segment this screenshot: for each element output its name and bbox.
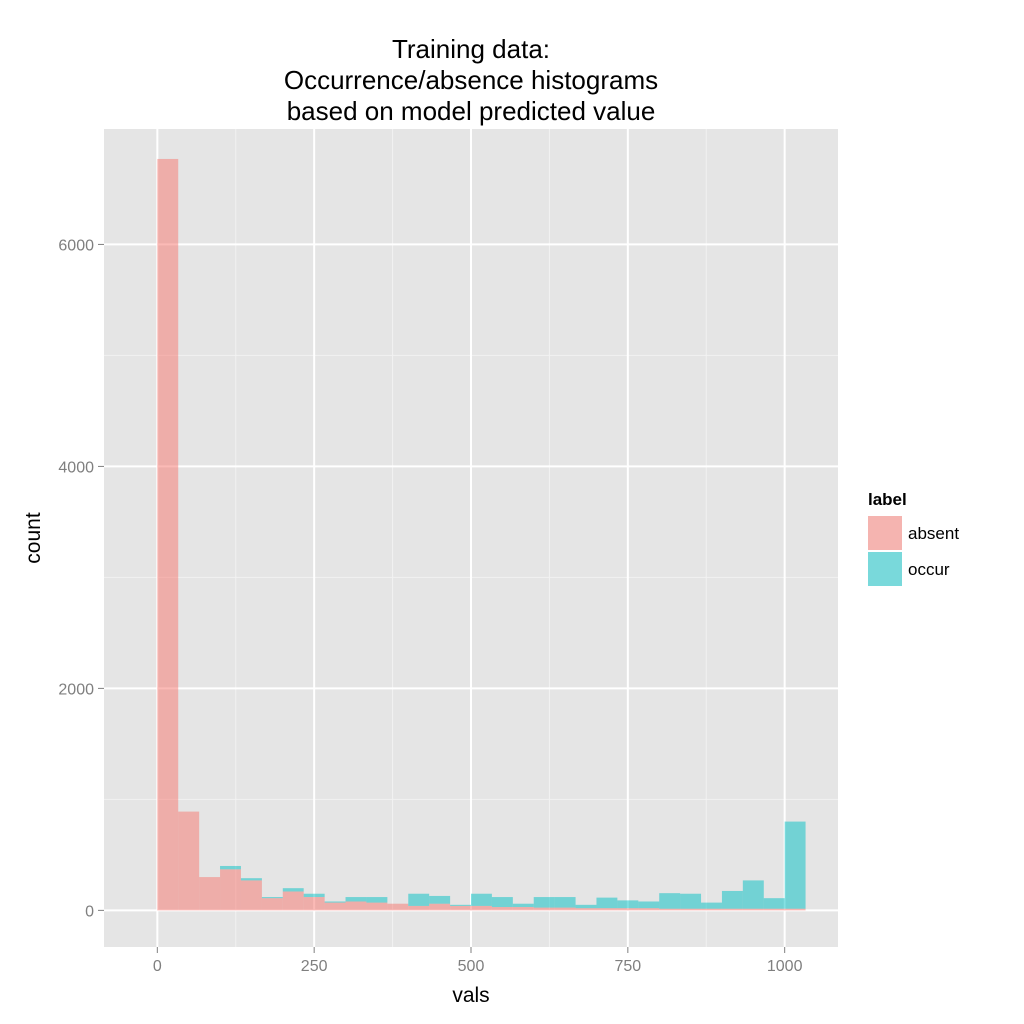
bar-absent bbox=[491, 907, 513, 911]
bar-occur bbox=[491, 897, 513, 908]
y-tick-label: 4000 bbox=[58, 459, 94, 476]
bar-occur bbox=[345, 897, 367, 902]
bar-absent bbox=[282, 891, 304, 911]
chart-title-line-1: Training data: bbox=[392, 34, 550, 64]
bar-occur bbox=[596, 897, 618, 909]
bar-occur bbox=[429, 895, 451, 904]
bar-absent bbox=[240, 880, 262, 911]
bar-occur bbox=[471, 893, 492, 906]
bar-occur bbox=[742, 880, 764, 909]
bar-occur bbox=[784, 821, 806, 909]
x-axis-title: vals bbox=[452, 984, 489, 1007]
bar-absent bbox=[366, 902, 388, 911]
bar-absent bbox=[721, 908, 743, 911]
bar-absent bbox=[303, 897, 325, 911]
bar-absent bbox=[680, 908, 702, 911]
bar-absent bbox=[617, 908, 639, 911]
bar-absent bbox=[387, 903, 409, 911]
bar-occur bbox=[659, 893, 681, 909]
x-tick-label: 250 bbox=[301, 958, 328, 975]
bar-occur bbox=[763, 898, 785, 909]
bar-occur bbox=[240, 878, 262, 881]
bar-absent bbox=[199, 877, 221, 911]
bar-occur bbox=[512, 903, 534, 908]
bar-occur bbox=[408, 893, 430, 906]
bar-absent bbox=[701, 908, 722, 911]
x-tick-label: 750 bbox=[614, 958, 641, 975]
bar-occur bbox=[533, 897, 555, 908]
bar-occur bbox=[554, 897, 576, 908]
bar-occur bbox=[282, 888, 304, 892]
legend-swatch-absent bbox=[868, 516, 902, 550]
legend-label-occur: occur bbox=[908, 560, 950, 579]
bar-absent bbox=[429, 903, 451, 911]
bar-absent bbox=[596, 908, 618, 911]
histogram-bars bbox=[157, 158, 806, 911]
bar-occur bbox=[450, 904, 471, 906]
bar-occur bbox=[701, 902, 722, 909]
x-axis-ticks: 0 250 500 750 1000 bbox=[153, 947, 803, 975]
bar-absent bbox=[659, 908, 681, 911]
bar-absent bbox=[512, 907, 534, 911]
bar-occur bbox=[721, 890, 743, 909]
bar-absent bbox=[345, 901, 367, 911]
bar-occur bbox=[303, 893, 325, 898]
bar-absent bbox=[575, 908, 597, 911]
bar-occur bbox=[617, 900, 639, 909]
bar-occur bbox=[366, 897, 388, 903]
bar-occur bbox=[261, 897, 283, 899]
bar-occur bbox=[220, 865, 241, 870]
y-tick-label: 0 bbox=[85, 903, 94, 920]
legend-label-absent: absent bbox=[908, 524, 959, 543]
bar-absent bbox=[742, 908, 764, 911]
chart-title: Training data: Occurrence/absence histog… bbox=[284, 34, 658, 126]
legend-swatch-occur bbox=[868, 552, 902, 586]
legend: label absent occur bbox=[868, 490, 959, 586]
y-axis-ticks: 0 2000 4000 6000 bbox=[58, 237, 104, 920]
bar-occur bbox=[680, 893, 702, 909]
bar-absent bbox=[638, 908, 660, 911]
x-tick-label: 0 bbox=[153, 958, 162, 975]
y-axis-title: count bbox=[22, 512, 45, 564]
y-tick-label: 2000 bbox=[58, 681, 94, 698]
x-tick-label: 1000 bbox=[767, 958, 803, 975]
bar-absent bbox=[784, 908, 806, 911]
bar-occur bbox=[638, 901, 660, 909]
bar-absent bbox=[157, 158, 179, 911]
x-tick-label: 500 bbox=[458, 958, 485, 975]
bar-absent bbox=[450, 905, 471, 911]
bar-absent bbox=[763, 908, 785, 911]
bar-absent bbox=[471, 905, 492, 911]
bar-absent bbox=[220, 869, 241, 911]
bar-absent bbox=[554, 907, 576, 911]
bar-absent bbox=[533, 907, 555, 911]
bar-absent bbox=[178, 811, 200, 911]
chart-title-line-3: based on model predicted value bbox=[287, 96, 656, 126]
bar-occur bbox=[324, 901, 346, 903]
bar-absent bbox=[324, 902, 346, 911]
legend-title: label bbox=[868, 490, 907, 509]
bar-absent bbox=[408, 905, 430, 911]
y-tick-label: 6000 bbox=[58, 237, 94, 254]
chart-title-line-2: Occurrence/absence histograms bbox=[284, 65, 658, 95]
bar-absent bbox=[261, 898, 283, 911]
bar-occur bbox=[575, 904, 597, 909]
